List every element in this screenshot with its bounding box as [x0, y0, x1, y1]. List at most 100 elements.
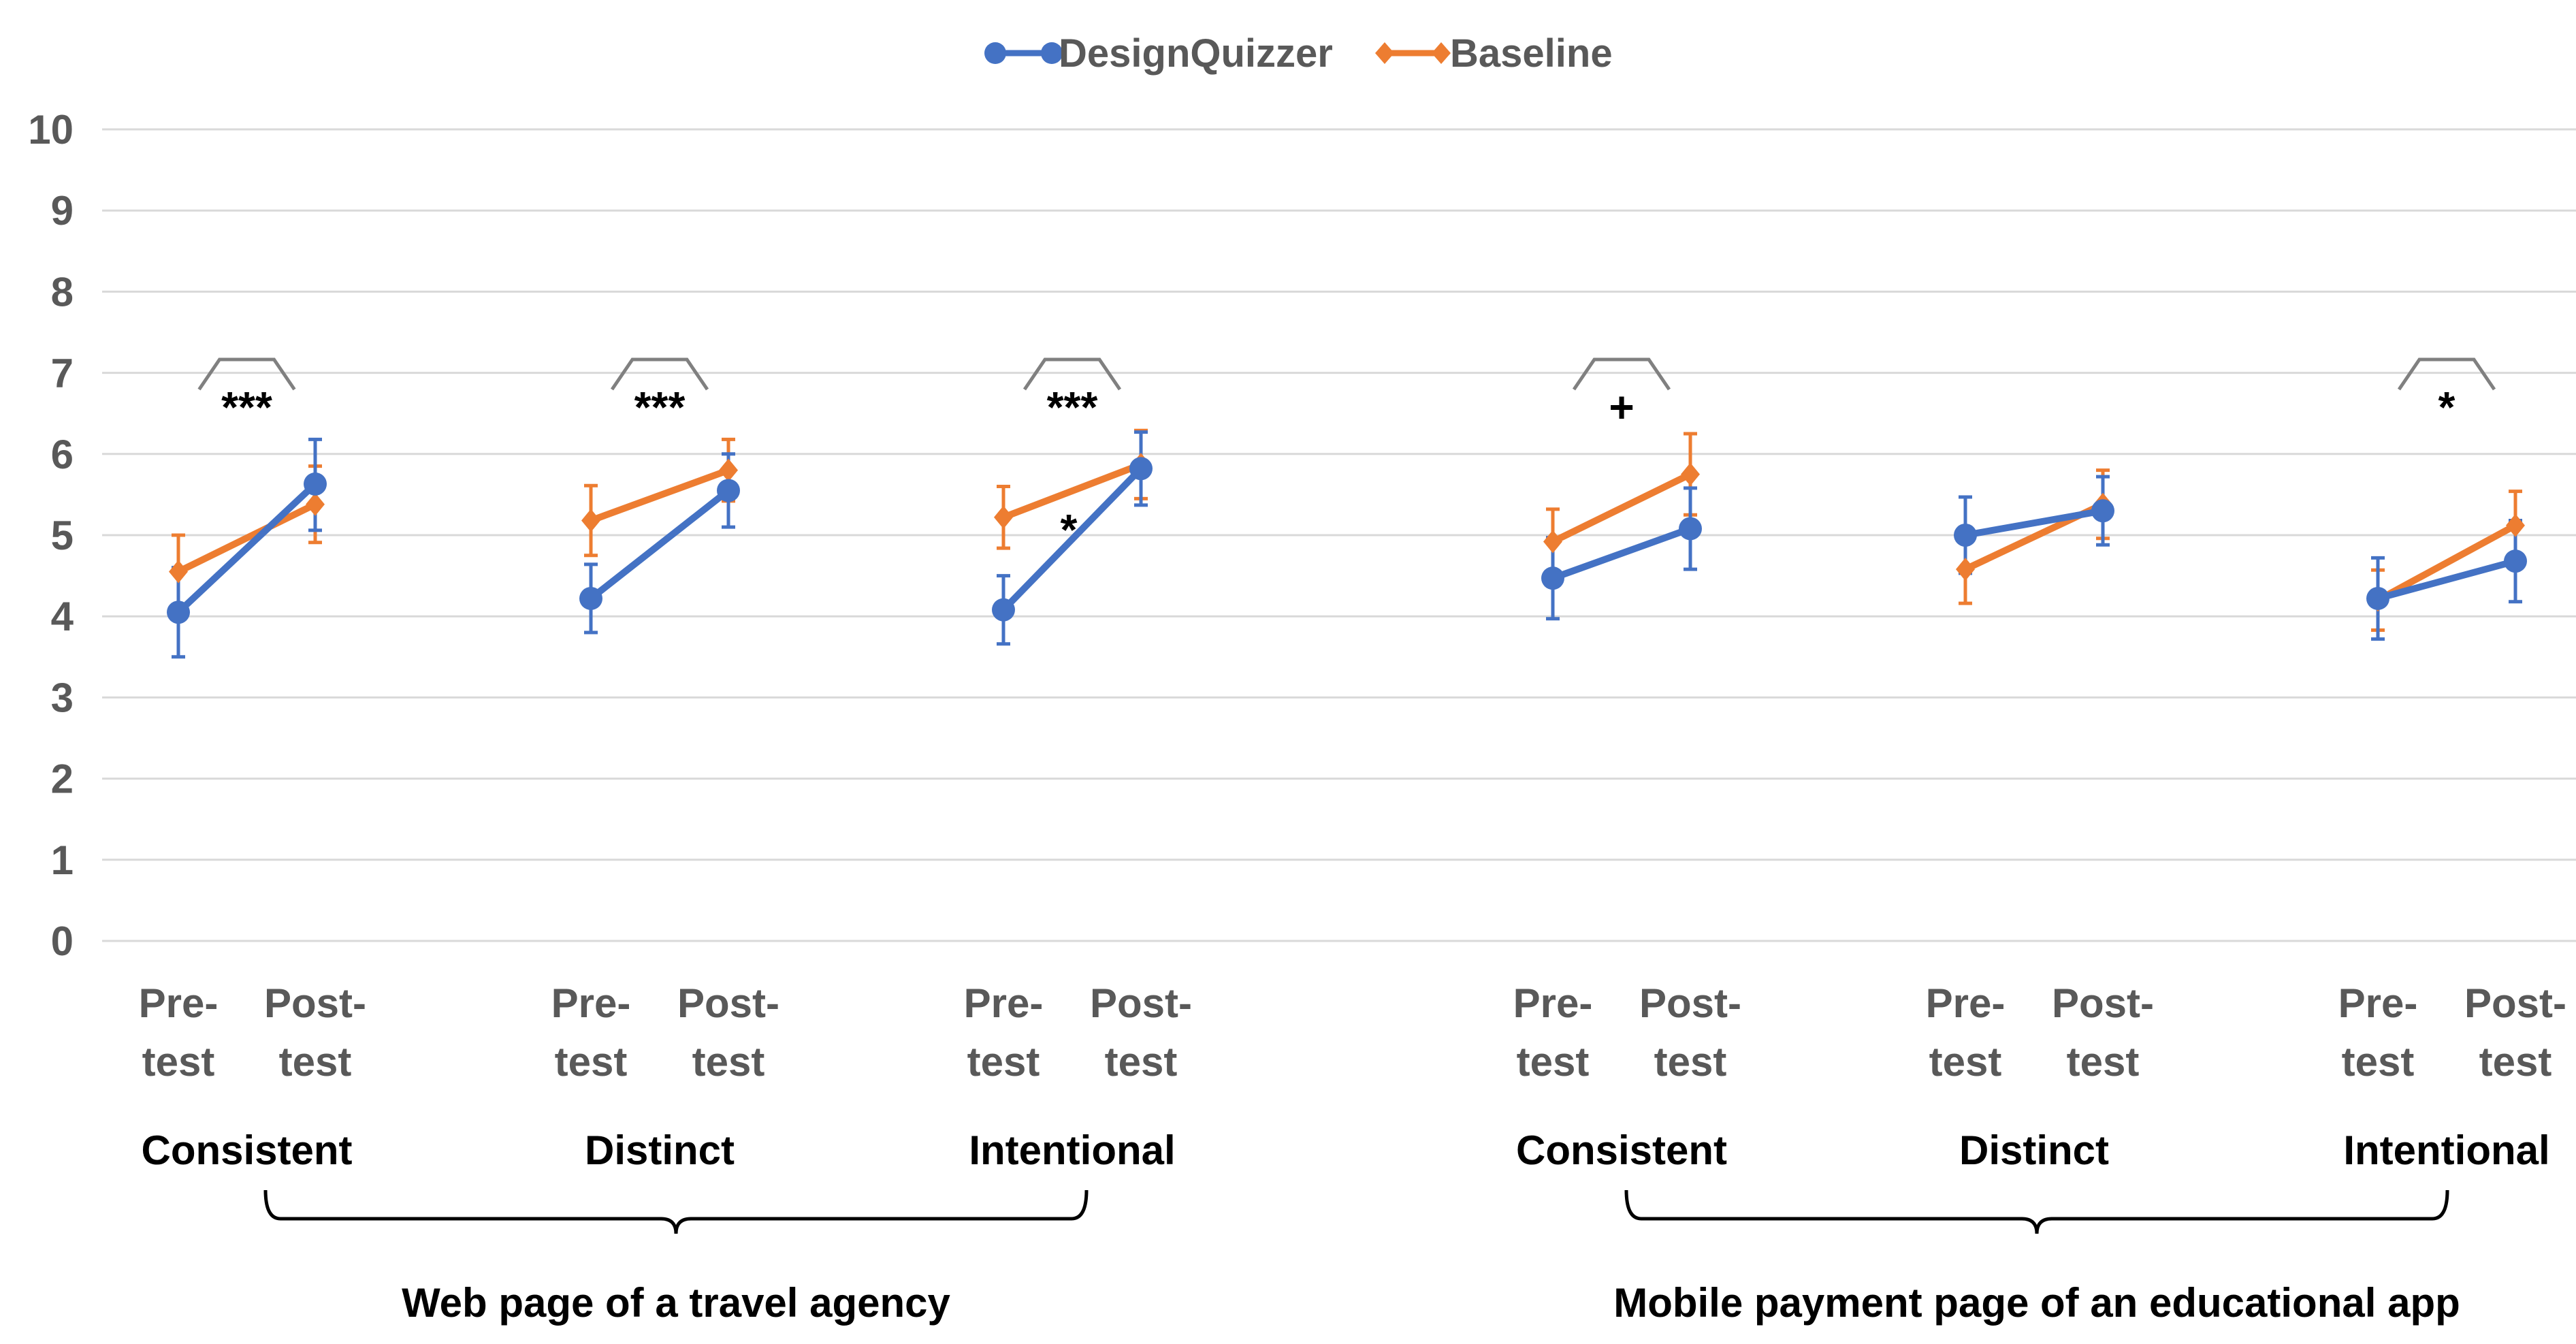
series-line-baseline: [1549, 470, 1694, 545]
data-point-designquizzer: [1541, 566, 1564, 590]
data-point-baseline: [2506, 513, 2525, 537]
data-point-designquizzer: [167, 601, 190, 624]
y-tick-label: 6: [51, 432, 74, 477]
group-brace: [1624, 1189, 2449, 1234]
x-tick-pre: Pre-: [964, 980, 1044, 1026]
series-line-designquizzer: [587, 487, 732, 602]
x-tick-pre: Pre-: [2338, 980, 2418, 1026]
data-point-designquizzer: [2366, 586, 2389, 610]
series-line-baseline: [2374, 522, 2519, 604]
significance-marker: +: [1609, 383, 1634, 432]
significance-marker: ***: [1047, 383, 1098, 432]
data-point-designquizzer: [579, 586, 602, 610]
legend-marker-diamond: [1432, 42, 1451, 64]
criterion-label: Intentional: [2343, 1127, 2549, 1173]
series-marks: [167, 428, 2527, 659]
y-tick-label: 9: [51, 188, 74, 234]
x-tick-pre: Pre-: [139, 980, 219, 1026]
series-line-designquizzer: [175, 480, 319, 616]
x-tick-pre: Pre-: [1926, 980, 2006, 1026]
y-axis: 0 1 2 3 4 5 6 7 8 9 10: [28, 107, 74, 964]
legend-marker-diamond: [1375, 42, 1394, 64]
x-tick-test: test: [555, 1039, 628, 1085]
significance-bracket: [2397, 357, 2496, 391]
x-tick-test: test: [2067, 1039, 2140, 1085]
criterion-label: Distinct: [585, 1127, 735, 1173]
x-tick-test: test: [2342, 1039, 2415, 1085]
series-line-designquizzer: [1549, 525, 1694, 582]
x-tick-test: test: [1105, 1039, 1178, 1085]
data-point-baseline: [169, 560, 188, 583]
legend: DesignQuizzer Baseline: [984, 31, 1613, 76]
group-brace: [263, 1189, 1089, 1234]
x-tick-post: Post-: [2052, 980, 2154, 1026]
data-point-designquizzer: [1679, 517, 1702, 541]
legend-marker-circle: [984, 42, 1006, 64]
y-tick-label: 10: [28, 107, 74, 153]
x-tick-test: test: [279, 1039, 352, 1085]
x-tick-post: Post-: [677, 980, 779, 1026]
group-label: Mobile payment page of an educational ap…: [1613, 1280, 2460, 1326]
x-tick-pre: Pre-: [551, 980, 631, 1026]
significance-brackets: *** *** ****+ *: [197, 357, 2496, 554]
legend-entry: Baseline: [1375, 31, 1613, 76]
series-line-designquizzer: [1000, 465, 1144, 613]
x-tick-test: test: [1517, 1039, 1590, 1085]
y-tick-label: 5: [51, 513, 74, 558]
x-tick-test: test: [1654, 1039, 1727, 1085]
panel-3: [1541, 432, 1702, 621]
significance-marker: ***: [634, 383, 686, 432]
data-point-baseline: [581, 509, 600, 532]
series-line-designquizzer: [2374, 558, 2519, 602]
gridlines: [102, 128, 2576, 942]
data-point-designquizzer: [304, 472, 327, 496]
legend-marker-circle: [1041, 42, 1063, 64]
y-tick-label: 7: [51, 351, 74, 396]
group-labels: Web page of a travel agency Mobile paymen…: [263, 1189, 2460, 1326]
significance-bracket: [610, 357, 709, 391]
significance-bracket: [197, 357, 296, 391]
x-tick-post: Post-: [264, 980, 366, 1026]
significance-marker: *: [2438, 383, 2456, 432]
series-line-baseline: [175, 500, 319, 575]
panel-1: [579, 437, 740, 635]
significance-bracket: [1572, 357, 1671, 391]
series-line-baseline: [587, 466, 732, 524]
x-tick-post: Post-: [1639, 980, 1741, 1026]
x-tick-post: Post-: [2464, 980, 2566, 1026]
panel-4: [1954, 468, 2114, 605]
group-label: Web page of a travel agency: [402, 1280, 950, 1326]
panel-2: [992, 428, 1153, 646]
data-point-designquizzer: [1129, 457, 1153, 481]
y-tick-label: 0: [51, 918, 74, 964]
y-tick-label: 8: [51, 269, 74, 315]
legend-entry: DesignQuizzer: [984, 31, 1333, 76]
x-tick-test: test: [142, 1039, 215, 1085]
significance-marker: ***: [221, 383, 272, 432]
data-point-baseline: [306, 492, 325, 516]
series-line-baseline: [1000, 461, 1144, 521]
data-point-baseline: [1681, 462, 1700, 486]
x-tick-post: Post-: [1090, 980, 1192, 1026]
panel-0: [167, 437, 327, 659]
panel-5: [2366, 490, 2527, 641]
data-point-designquizzer: [2504, 549, 2527, 573]
y-tick-label: 1: [51, 837, 74, 883]
criterion-label: Consistent: [141, 1127, 352, 1173]
significance-bracket: [1023, 357, 1122, 391]
y-tick-label: 2: [51, 756, 74, 802]
data-point-baseline: [1956, 558, 1975, 581]
x-tick-test: test: [967, 1039, 1040, 1085]
y-tick-label: 4: [51, 594, 74, 639]
x-tick-test: test: [2479, 1039, 2552, 1085]
x-tick-test: test: [1929, 1039, 2002, 1085]
x-tick-test: test: [692, 1039, 765, 1085]
data-point-baseline: [1543, 530, 1562, 554]
criterion-label: Distinct: [1959, 1127, 2109, 1173]
criterion-label: Intentional: [969, 1127, 1175, 1173]
y-tick-label: 3: [51, 675, 74, 720]
data-point-designquizzer: [1954, 524, 1977, 547]
data-point-baseline: [994, 505, 1013, 529]
legend-label: Baseline: [1450, 31, 1613, 76]
